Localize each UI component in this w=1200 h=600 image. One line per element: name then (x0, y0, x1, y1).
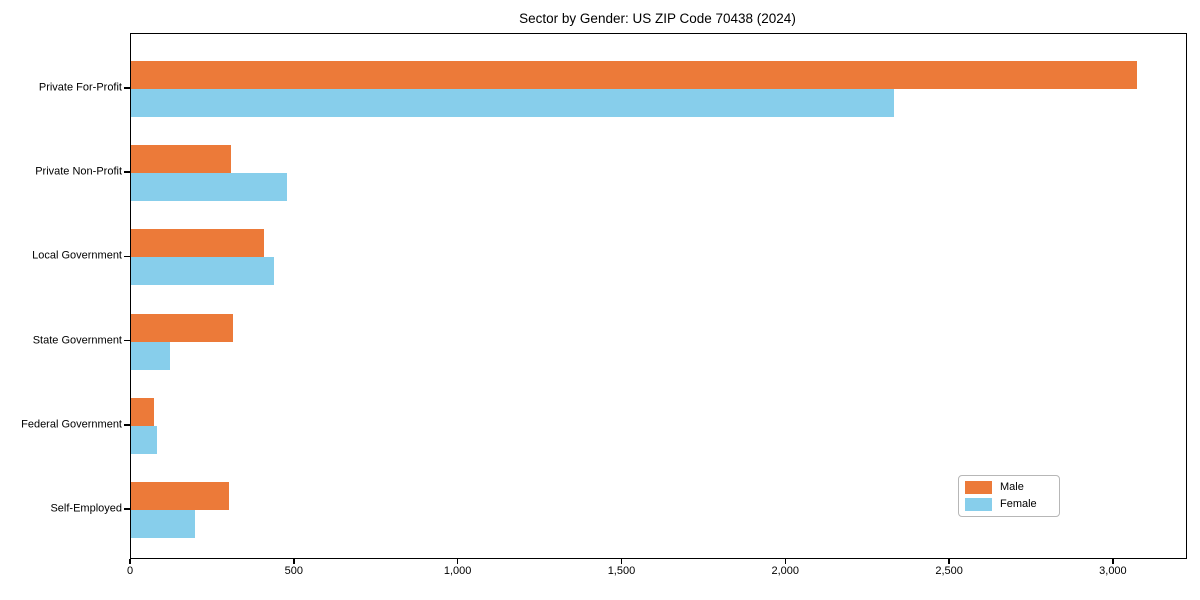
y-tick-mark-private-non-profit (124, 171, 130, 173)
y-tick-mark-local-government (124, 255, 130, 258)
x-tick-label-0: 0 (126, 565, 134, 577)
bar-male-state-government (131, 313, 233, 342)
y-tick-label-federal-government: Federal Government (21, 418, 122, 431)
legend-entry-female: Female (965, 498, 1051, 511)
x-tick-label-2,000: 2,000 (771, 565, 800, 577)
bar-female-state-government (131, 341, 171, 370)
x-tick-label-1,000: 1,000 (443, 565, 472, 577)
bar-male-local-government (131, 229, 264, 258)
y-tick-label-self-employed: Self-Employed (50, 502, 122, 515)
chart-title: Sector by Gender: US ZIP Code 70438 (202… (519, 11, 796, 26)
y-tick-label-state-government: State Government (32, 334, 122, 347)
legend: Male Female (958, 475, 1060, 517)
bar-male-federal-government (131, 397, 154, 426)
bar-female-private-for-profit (131, 89, 895, 117)
legend-label-female: Female (1000, 498, 1037, 510)
legend-entry-male: Male (965, 481, 1051, 494)
x-tick-label-3,000: 3,000 (1099, 565, 1127, 577)
bar-male-self-employed (131, 482, 230, 510)
bar-female-self-employed (131, 510, 195, 538)
y-tick-label-local-government: Local Government (32, 249, 122, 262)
y-tick-label-private-non-profit: Private Non-Profit (35, 165, 122, 178)
x-tick-mark-1,500 (620, 558, 623, 564)
x-tick-mark-3,000 (1112, 558, 1114, 564)
x-tick-mark-2,500 (948, 558, 950, 564)
x-tick-label-500: 500 (284, 565, 303, 577)
x-tick-mark-1,000 (456, 558, 459, 564)
y-tick-mark-federal-government (124, 424, 130, 426)
x-tick-mark-2,000 (784, 558, 787, 564)
bar-female-local-government (131, 257, 274, 286)
plot-area (130, 33, 1187, 559)
y-tick-mark-private-for-profit (124, 87, 130, 89)
y-tick-label-private-for-profit: Private For-Profit (38, 81, 122, 94)
x-tick-mark-500 (293, 558, 295, 564)
bar-male-private-for-profit (131, 61, 1137, 89)
y-tick-mark-self-employed (124, 508, 130, 510)
bar-female-federal-government (131, 425, 157, 454)
bar-male-private-non-profit (131, 145, 231, 174)
legend-swatch-male (965, 481, 992, 494)
bar-female-private-non-profit (131, 173, 287, 202)
x-tick-label-1,500: 1,500 (607, 565, 636, 577)
legend-label-male: Male (1000, 481, 1024, 493)
legend-swatch-female (965, 498, 992, 511)
x-tick-label-2,500: 2,500 (935, 565, 963, 577)
x-tick-mark-0 (129, 558, 131, 564)
y-tick-mark-state-government (124, 339, 130, 342)
